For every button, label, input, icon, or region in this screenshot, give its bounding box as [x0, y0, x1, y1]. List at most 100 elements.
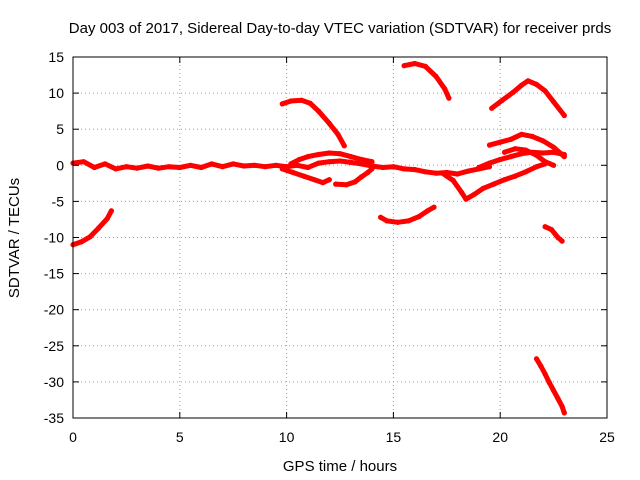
chart-title: Day 003 of 2017, Sidereal Day-to-day VTE…: [69, 20, 611, 37]
data-point: [513, 174, 518, 179]
y-axis-label: SDTVAR / TECUs: [6, 178, 23, 298]
data-point: [476, 165, 481, 170]
data-point: [305, 154, 310, 159]
data-point: [369, 159, 374, 164]
data-point: [513, 146, 518, 151]
data-point: [305, 165, 310, 170]
y-tick-label: 5: [56, 121, 64, 137]
x-axis-label: GPS time / hours: [283, 458, 397, 475]
data-point: [412, 61, 417, 66]
data-point: [384, 218, 389, 223]
data-point: [263, 164, 268, 169]
data-point: [365, 170, 370, 175]
data-point: [177, 165, 182, 170]
data-point: [481, 186, 486, 191]
data-point: [378, 215, 383, 220]
data-point: [156, 166, 161, 171]
data-point: [316, 109, 321, 114]
data-point: [538, 363, 543, 368]
data-point: [487, 143, 492, 148]
data-point: [380, 165, 385, 170]
data-point: [327, 150, 332, 155]
data-point: [440, 171, 445, 176]
data-point: [220, 164, 225, 169]
data-point: [491, 182, 496, 187]
data-point: [333, 182, 338, 187]
data-point: [113, 166, 118, 171]
data-point: [327, 177, 332, 182]
y-tick-label: 15: [48, 49, 64, 65]
data-point: [551, 145, 556, 150]
x-tick-label: 20: [492, 429, 508, 445]
data-point: [551, 99, 556, 104]
data-point: [359, 157, 364, 162]
data-point: [301, 174, 306, 179]
chart-background: [0, 0, 640, 480]
data-point: [288, 161, 293, 166]
data-point: [81, 159, 86, 164]
y-tick-label: -20: [44, 302, 64, 318]
data-point: [540, 150, 545, 155]
data-point: [402, 166, 407, 171]
data-point: [316, 152, 321, 157]
data-point: [352, 179, 357, 184]
data-point: [555, 396, 560, 401]
data-point: [416, 214, 421, 219]
data-point: [135, 166, 140, 171]
y-tick-label: -30: [44, 374, 64, 390]
y-tick-label: 10: [48, 85, 64, 101]
data-point: [551, 388, 556, 393]
data-point: [508, 154, 513, 159]
data-point: [543, 224, 548, 229]
data-point: [523, 148, 528, 153]
data-point: [547, 380, 552, 385]
data-point: [348, 160, 353, 165]
data-point: [252, 163, 257, 168]
y-tick-label: -25: [44, 338, 64, 354]
sdtvar-chart: 0 5 10 15 20 25151050-5-10-15-20-25-30-35 Day…: [0, 0, 640, 480]
data-point: [369, 166, 374, 171]
data-point: [96, 226, 101, 231]
x-tick-label: 10: [279, 429, 295, 445]
data-point: [463, 197, 468, 202]
data-point: [534, 153, 539, 158]
data-point: [543, 371, 548, 376]
data-point: [102, 161, 107, 166]
data-point: [459, 190, 464, 195]
data-point: [519, 83, 524, 88]
data-point: [560, 404, 565, 409]
data-point: [105, 216, 110, 221]
data-point: [316, 161, 321, 166]
y-tick-label: -35: [44, 410, 64, 426]
data-point: [273, 163, 278, 168]
data-point: [508, 137, 513, 142]
data-point: [466, 169, 471, 174]
data-point: [290, 170, 295, 175]
data-point: [534, 356, 539, 361]
data-point: [549, 227, 554, 232]
data-point: [395, 220, 400, 225]
data-point: [540, 138, 545, 143]
data-point: [327, 159, 332, 164]
data-point: [487, 161, 492, 166]
data-point: [167, 164, 172, 169]
data-point: [241, 163, 246, 168]
data-point: [406, 218, 411, 223]
data-point: [519, 132, 524, 137]
data-point: [88, 234, 93, 239]
data-point: [442, 86, 447, 91]
data-point: [560, 239, 565, 244]
data-point: [525, 78, 530, 83]
data-point: [288, 98, 293, 103]
data-point: [543, 159, 548, 164]
data-point: [543, 88, 548, 93]
data-point: [337, 151, 342, 156]
data-point: [124, 164, 129, 169]
data-point: [562, 154, 567, 159]
data-point: [402, 63, 407, 68]
y-tick-label: -10: [44, 230, 64, 246]
data-point: [280, 101, 285, 106]
data-point: [312, 177, 317, 182]
data-point: [92, 165, 97, 170]
data-point: [523, 169, 528, 174]
